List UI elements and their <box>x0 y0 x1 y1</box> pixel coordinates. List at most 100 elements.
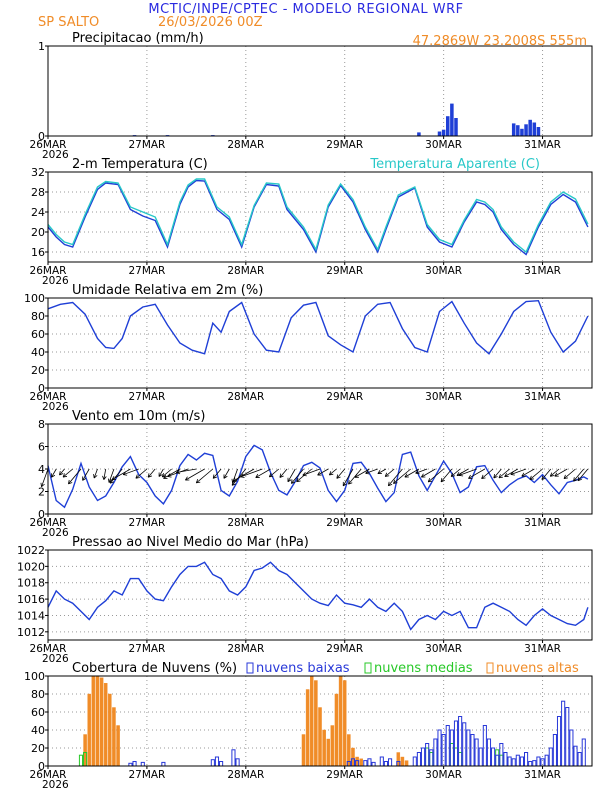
y-tick-label: 8 <box>38 418 45 431</box>
x-tick-label: 27MAR <box>128 265 165 277</box>
precip-bar <box>450 104 454 136</box>
precip-bar <box>446 116 450 136</box>
cloud-bar-nuvens-altas <box>96 676 99 766</box>
cloud-bar-nuvens-baixas <box>492 748 495 766</box>
y-tick-label: 20 <box>31 742 45 755</box>
precip-bar <box>512 123 516 136</box>
legend-label: nuvens medias <box>374 661 473 676</box>
grid <box>48 298 612 388</box>
precip-bar <box>516 125 520 136</box>
cloud-bar-nuvens-baixas <box>574 746 577 766</box>
plot-frame <box>48 298 592 388</box>
y-tick-label: 1014 <box>17 609 45 622</box>
cloud-bar-nuvens-baixas <box>549 748 552 766</box>
wind-arrow-head <box>103 476 104 480</box>
cloud-bar-nuvens-baixas <box>434 739 437 766</box>
cloud-bar-nuvens-baixas <box>516 755 519 766</box>
grid <box>48 424 612 514</box>
y-tick-label: 40 <box>31 724 45 737</box>
cloud-bar-nuvens-baixas <box>582 739 585 766</box>
panel-legend: Temperatura Aparente (C) <box>369 157 540 172</box>
wind-arrow <box>63 469 73 477</box>
cloud-bar-nuvens-baixas <box>426 744 429 767</box>
x-tick-label: 28MAR <box>227 769 264 781</box>
plot-frame <box>48 550 592 640</box>
wind-arrow <box>441 469 452 482</box>
wind-arrow-head <box>168 476 172 477</box>
cloud-bar-nuvens-altas <box>318 708 321 767</box>
precip-bar <box>524 124 528 136</box>
plot-frame <box>48 172 592 262</box>
cloud-bar-nuvens-baixas <box>141 762 144 766</box>
cloud-bar-nuvens-baixas <box>450 730 453 766</box>
panel-title: 2-m Temperatura (C) <box>72 157 208 172</box>
y-tick-label: 24 <box>31 206 45 219</box>
cloud-bar-nuvens-altas <box>343 681 346 767</box>
y-tick-label: 20 <box>31 226 45 239</box>
x-year-label: 2026 <box>42 401 69 413</box>
wind-arrow <box>564 469 575 479</box>
y-tick-label: 1 <box>38 40 45 53</box>
cloud-bar-nuvens-altas <box>100 678 103 766</box>
location-label: SP SALTO <box>38 15 99 30</box>
panel-title: Vento em 10m (m/s) <box>72 409 205 424</box>
precip-bar <box>533 123 537 137</box>
cloud-bar-nuvens-altas <box>335 694 338 766</box>
x-tick-label: 28MAR <box>227 391 264 403</box>
wind-arrow-head <box>94 474 95 478</box>
y-tick-label: 1016 <box>17 593 45 606</box>
y-tick-label: 100 <box>24 670 45 683</box>
panel-precip: 0126MAR27MAR28MAR29MAR30MAR31MAR1APR2026… <box>30 31 612 161</box>
y-tick-label: 2 <box>38 486 45 499</box>
cloud-bar-nuvens-altas <box>310 676 313 766</box>
cloud-bar-nuvens-baixas <box>232 750 235 766</box>
y-tick-label: 16 <box>31 246 45 259</box>
x-tick-label: 30MAR <box>425 517 462 529</box>
wind-arrow <box>337 469 345 478</box>
cloud-bar-nuvens-baixas <box>529 762 532 767</box>
cloud-bar-nuvens-baixas <box>417 753 420 767</box>
y-tick-label: 1018 <box>17 577 45 590</box>
precip-bar <box>417 132 421 136</box>
cloud-bar-nuvens-baixas <box>471 735 474 767</box>
legend-swatch <box>247 663 253 673</box>
plot-frame <box>48 46 592 136</box>
cloud-bar-nuvens-altas <box>327 739 330 766</box>
series-line-rh-0 <box>48 301 588 354</box>
x-tick-label: 31MAR <box>524 391 561 403</box>
cloud-bar-nuvens-altas <box>314 681 317 767</box>
precip-bar <box>442 130 446 136</box>
y-tick-label: 60 <box>31 328 45 341</box>
cloud-bar-nuvens-baixas <box>162 762 165 766</box>
y-tick-label: 60 <box>31 706 45 719</box>
cloud-bar-nuvens-altas <box>104 683 107 766</box>
x-tick-label: 31MAR <box>524 517 561 529</box>
wind-arrow <box>303 469 320 475</box>
cloud-bar-nuvens-baixas <box>570 730 573 766</box>
x-tick-label: 30MAR <box>425 769 462 781</box>
cloud-bar-nuvens-altas <box>108 694 111 766</box>
legend-label: nuvens baixas <box>256 661 350 676</box>
wind-arrow <box>213 469 221 478</box>
cloud-bar-nuvens-baixas <box>512 759 515 766</box>
y-tick-label: 40 <box>31 346 45 359</box>
cloud-bar-nuvens-baixas <box>215 757 218 766</box>
cloud-bar-nuvens-baixas <box>413 757 416 766</box>
cloud-bar-nuvens-altas <box>112 708 115 767</box>
cloud-bar-nuvens-baixas <box>364 761 367 766</box>
panel-title: Precipitacao (mm/h) <box>72 31 204 46</box>
cloud-bar-nuvens-baixas <box>236 759 239 766</box>
cloud-bar-nuvens-altas <box>92 676 95 766</box>
cloud-bar-nuvens-baixas <box>454 721 457 766</box>
wind-arrows <box>41 469 588 487</box>
cloud-bar-nuvens-baixas <box>578 753 581 767</box>
cloud-bar-nuvens-baixas <box>475 739 478 766</box>
series-line-temp-1 <box>48 179 588 252</box>
x-year-label: 2026 <box>42 527 69 539</box>
wind-arrow <box>110 469 122 483</box>
x-tick-label: 28MAR <box>227 643 264 655</box>
cloud-bar-nuvens-baixas <box>220 762 223 767</box>
cloud-bar-nuvens-baixas <box>211 760 214 766</box>
